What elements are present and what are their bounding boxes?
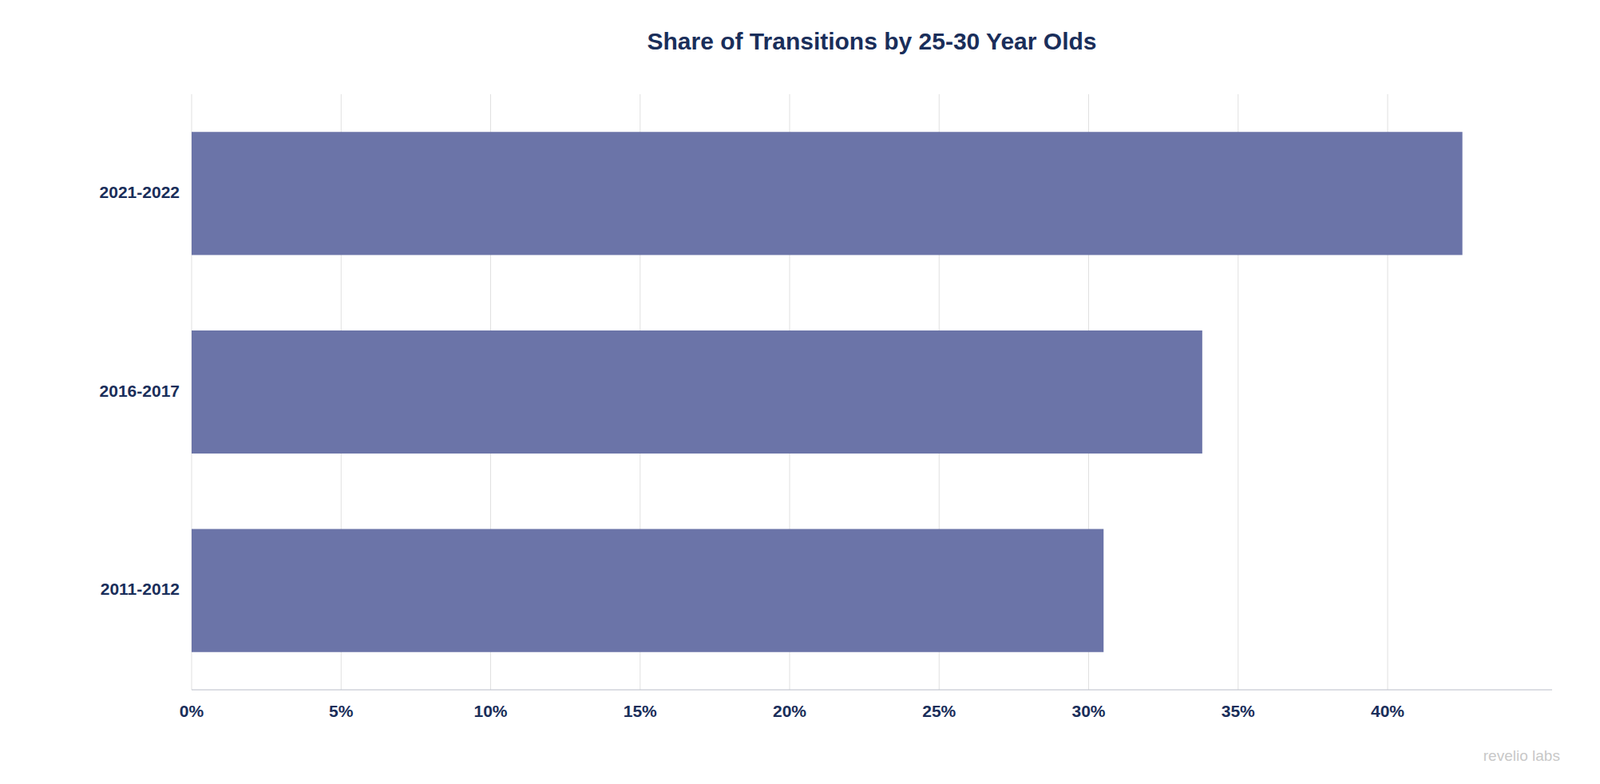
x-axis: 0% 5% 10% 15% 20% 25% 30% 35% 40% [179,701,1406,721]
x-tick-label: 40% [1370,701,1405,721]
y-axis: 2011-2012 2016-2017 2021-2022 [99,182,180,599]
x-tick-label: 10% [473,701,507,721]
x-axis-line [191,689,1553,691]
chart-container: Share of Transitions by 25-30 Year Olds 0… [0,0,1600,784]
bar [191,131,1463,255]
y-tick-label: 2016-2017 [99,381,180,400]
watermark: revelio labs [1483,747,1561,765]
x-tick-label: 25% [922,701,956,721]
bar [191,330,1203,454]
x-tick-label: 15% [623,701,658,721]
y-tick-label: 2011-2012 [100,579,180,599]
bar [191,529,1104,653]
background [0,0,1600,784]
y-tick-label: 2021-2022 [99,182,180,202]
x-tick-label: 5% [328,701,354,721]
bars [191,131,1463,653]
chart-title: Share of Transitions by 25-30 Year Olds [646,27,1097,55]
x-tick-label: 20% [772,701,807,721]
chart: Share of Transitions by 25-30 Year Olds 0… [0,0,1600,784]
x-tick-label: 30% [1072,701,1106,721]
x-tick-label: 0% [179,701,205,721]
x-tick-label: 35% [1221,701,1256,721]
